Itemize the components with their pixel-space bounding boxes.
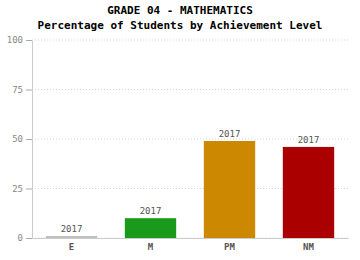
y-tick-mark <box>26 189 32 190</box>
y-tick-label: 100 <box>7 35 23 45</box>
y-tick: 75 <box>12 85 32 95</box>
bar <box>204 141 255 238</box>
x-tick-label: E <box>69 242 74 252</box>
subtitle: Percentage of Students by Achievement Le… <box>38 19 323 32</box>
bar-annotation: 2017 <box>219 129 241 139</box>
grid-line <box>32 89 348 90</box>
bar-annotations: 2017 2017 2017 2017 <box>61 129 320 234</box>
y-tick-label: 75 <box>12 85 23 95</box>
bar-annotation: 2017 <box>298 135 320 145</box>
y-tick-label: 0 <box>18 233 23 243</box>
bar-annotation: 2017 <box>61 224 83 234</box>
y-tick: 0 <box>18 233 32 243</box>
y-tick-mark <box>26 139 32 140</box>
bars <box>46 141 334 238</box>
y-tick: 25 <box>12 184 32 194</box>
x-tick-label: PM <box>224 242 235 252</box>
y-tick: 100 <box>7 35 32 45</box>
x-tick: PM <box>224 242 235 252</box>
x-tick: NM <box>303 242 314 252</box>
grid-line <box>32 40 348 41</box>
y-axis-line <box>32 41 33 239</box>
title: GRADE 04 - MATHEMATICS <box>107 4 253 17</box>
y-axis: 0 25 50 75 100 <box>7 35 33 243</box>
bar-annotation: 2017 <box>140 206 162 216</box>
y-tick-label: 25 <box>12 184 23 194</box>
y-tick-mark <box>26 90 32 91</box>
y-tick-mark <box>26 238 32 239</box>
x-axis: E M PM NM <box>33 239 349 253</box>
y-tick: 50 <box>12 134 32 144</box>
grid <box>32 40 348 238</box>
y-tick-mark <box>26 40 32 41</box>
x-tick: E <box>69 242 74 252</box>
bar <box>283 147 334 238</box>
chart: GRADE 04 - MATHEMATICS Percentage of Stud… <box>0 0 360 260</box>
x-axis-line <box>33 238 349 239</box>
bar <box>125 218 176 238</box>
bar <box>46 236 97 238</box>
x-tick-label: NM <box>303 242 314 252</box>
x-tick-label: M <box>148 242 154 252</box>
plot: 2017 2017 2017 2017 0 25 50 75 100 E M PM NM <box>7 35 349 252</box>
x-tick: M <box>148 242 154 252</box>
y-tick-label: 50 <box>12 134 23 144</box>
